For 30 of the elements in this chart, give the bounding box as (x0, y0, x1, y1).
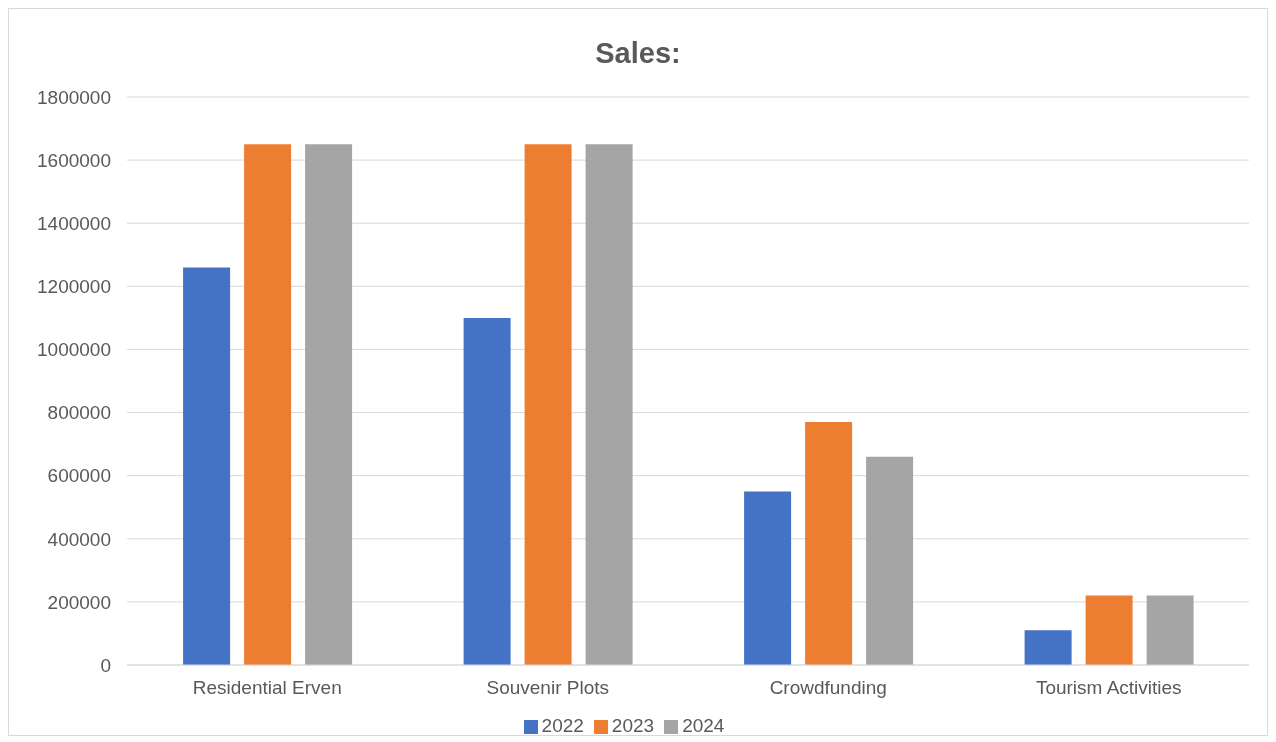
y-tick-label: 0 (100, 654, 111, 676)
y-tick-label: 400000 (47, 528, 111, 550)
bar (866, 456, 914, 665)
y-tick-label: 1600000 (37, 149, 111, 171)
bar (1085, 595, 1133, 665)
bar (183, 267, 231, 665)
chart-title: Sales: (594, 36, 682, 71)
bar (305, 144, 353, 665)
y-tick-label: 800000 (47, 402, 111, 424)
x-tick-label: Crowdfunding (769, 677, 887, 699)
y-tick-label: 200000 (47, 591, 111, 613)
bar (1146, 595, 1194, 665)
bar (805, 422, 853, 665)
x-tick-label: Souvenir Plots (486, 677, 610, 699)
legend-label: 2024 (682, 715, 725, 736)
bar (1024, 630, 1072, 665)
y-tick-label: 600000 (47, 465, 111, 487)
legend-label: 2022 (541, 715, 584, 736)
y-tick-label: 1000000 (37, 339, 111, 361)
y-tick-label: 1400000 (37, 212, 111, 234)
bar (744, 491, 792, 665)
legend-label: 2023 (611, 715, 655, 736)
bar (585, 144, 633, 665)
bar (463, 317, 511, 665)
x-tick-label: Residential Erven (192, 677, 342, 699)
x-tick-label: Tourism Activities (1035, 677, 1182, 699)
bar (244, 144, 292, 665)
bar (524, 144, 572, 665)
y-tick-label: 1200000 (37, 276, 111, 298)
y-tick-label: 1800000 (37, 86, 111, 108)
